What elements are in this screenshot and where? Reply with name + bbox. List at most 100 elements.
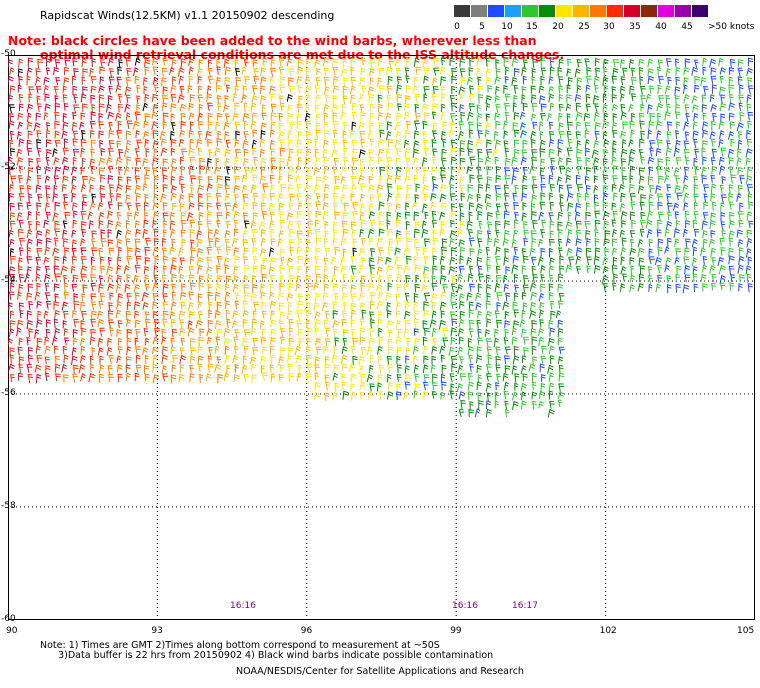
wind-barb	[547, 112, 553, 122]
wind-barb	[307, 282, 314, 291]
wind-barb	[602, 158, 608, 167]
wind-barb	[252, 201, 258, 210]
wind-barb	[477, 374, 482, 383]
wind-barb	[144, 283, 150, 292]
wind-barb	[252, 347, 259, 356]
wind-barb	[314, 311, 321, 320]
wind-barb	[99, 59, 106, 67]
wind-barb	[206, 274, 212, 283]
wind-barb	[71, 256, 77, 265]
wind-barb	[188, 147, 195, 156]
wind-barb	[693, 112, 699, 122]
wind-barb	[342, 122, 349, 130]
wind-barb	[340, 166, 347, 175]
wind-barb	[118, 166, 123, 175]
wind-barb	[307, 221, 314, 230]
wind-barb	[566, 130, 572, 139]
wind-barb	[107, 283, 115, 291]
wind-barb	[640, 219, 646, 229]
wind-barb	[189, 311, 195, 320]
wind-barb	[207, 176, 213, 185]
wind-barb	[693, 211, 699, 220]
wind-barb	[133, 301, 141, 310]
wind-barb	[280, 256, 285, 265]
wind-barb	[134, 148, 140, 158]
wind-barb	[387, 346, 394, 355]
wind-barb	[260, 202, 266, 212]
wind-barb	[99, 327, 106, 337]
wind-barb	[458, 318, 465, 328]
wind-barb	[747, 120, 752, 129]
wind-barb	[468, 391, 474, 401]
wind-barb	[630, 129, 635, 139]
wind-barb	[279, 211, 285, 220]
wind-barb	[241, 184, 248, 193]
wind-barb	[369, 257, 375, 267]
wind-barb	[548, 75, 554, 85]
wind-barb	[350, 319, 355, 328]
wind-barb	[540, 382, 546, 392]
wind-barb	[484, 156, 491, 165]
wind-barb	[576, 59, 582, 68]
wind-barb	[404, 373, 412, 383]
wind-barb	[297, 255, 304, 264]
wind-barb	[513, 129, 520, 138]
wind-barb	[358, 149, 366, 158]
legend-label: 15	[526, 22, 538, 32]
wind-barb	[449, 57, 455, 67]
wind-barb	[377, 184, 384, 194]
wind-barb	[98, 113, 103, 122]
wind-barb	[430, 192, 437, 201]
wind-barb	[107, 57, 115, 67]
wind-barb	[278, 374, 284, 382]
wind-barb	[125, 238, 131, 248]
wind-barb	[487, 230, 492, 240]
wind-barb	[207, 291, 213, 302]
wind-barb	[208, 346, 213, 356]
wind-barb	[701, 104, 707, 113]
wind-barb	[376, 382, 382, 392]
wind-barb	[63, 238, 69, 248]
wind-barb	[460, 139, 466, 150]
wind-barb	[703, 86, 709, 96]
wind-barb	[629, 247, 637, 256]
wind-barb	[189, 229, 195, 239]
latitude-label: -50	[1, 49, 16, 59]
wind-barb	[208, 309, 213, 319]
wind-barb	[729, 237, 734, 247]
wind-barb	[17, 346, 23, 356]
wind-barb	[550, 310, 556, 320]
wind-barb	[693, 184, 699, 194]
wind-barb	[575, 238, 582, 247]
wind-barb	[207, 355, 213, 364]
wind-barb	[476, 346, 482, 356]
wind-barb	[18, 58, 24, 68]
wind-barb	[153, 265, 158, 275]
wind-barb	[386, 165, 392, 175]
wind-barb	[396, 364, 402, 374]
wind-barb	[638, 58, 645, 67]
wind-barb	[243, 157, 249, 167]
wind-barb	[549, 131, 555, 140]
wind-barb	[387, 102, 394, 111]
wind-barb	[241, 94, 247, 104]
wind-barb	[288, 77, 294, 86]
wind-barb	[494, 139, 502, 150]
wind-barb	[225, 246, 232, 256]
wind-barb	[406, 237, 412, 248]
wind-barb	[36, 319, 43, 328]
wind-barb	[746, 211, 753, 221]
wind-barb	[585, 147, 590, 157]
wind-barb	[196, 238, 203, 248]
wind-barb	[72, 148, 79, 157]
wind-barb	[647, 156, 655, 165]
wind-barb	[403, 391, 409, 400]
wind-barb	[351, 121, 357, 132]
wind-barb	[396, 273, 403, 282]
wind-barb	[359, 203, 365, 212]
wind-barb	[260, 85, 266, 95]
wind-barb	[700, 76, 707, 86]
wind-barb	[135, 292, 140, 301]
wind-barb	[8, 94, 14, 104]
wind-barb	[520, 129, 528, 139]
